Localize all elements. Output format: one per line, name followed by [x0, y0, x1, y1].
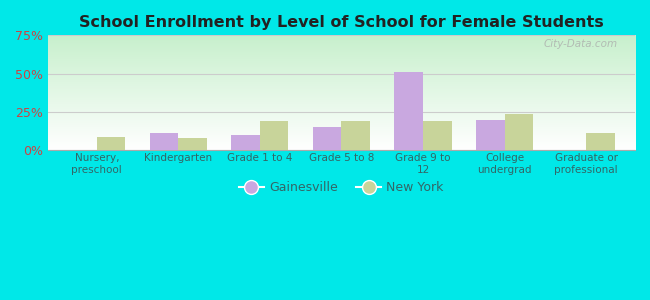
Bar	[178, 138, 207, 150]
Bar	[97, 136, 125, 150]
Bar	[586, 134, 615, 150]
Bar	[423, 121, 452, 150]
Bar	[231, 135, 260, 150]
Bar	[476, 120, 504, 150]
Bar	[395, 72, 423, 150]
Title: School Enrollment by Level of School for Female Students: School Enrollment by Level of School for…	[79, 15, 604, 30]
Bar	[260, 121, 289, 150]
Bar	[150, 134, 178, 150]
Bar	[504, 114, 533, 150]
Text: City-Data.com: City-Data.com	[543, 39, 618, 49]
Bar	[341, 121, 370, 150]
Legend: Gainesville, New York: Gainesville, New York	[234, 176, 449, 199]
Bar	[313, 128, 341, 150]
